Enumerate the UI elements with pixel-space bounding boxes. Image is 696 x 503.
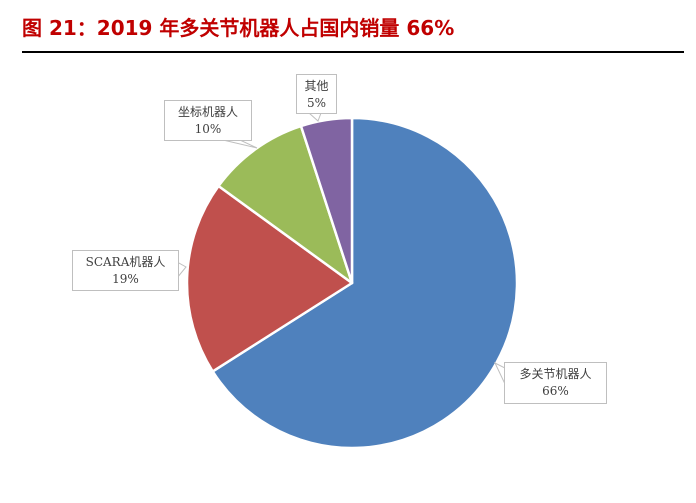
callout-pointer-other [307,112,322,122]
slice-scara [185,184,354,373]
callout-scara: SCARA机器人 19% [72,250,179,291]
slice-label-multijoint: 多关节机器人 [519,367,592,381]
callout-multijoint: 多关节机器人 66% [504,362,607,404]
title-divider [22,51,684,53]
figure-title: 图 21：2019 年多关节机器人占国内销量 66% [22,16,455,40]
slice-label-scara: SCARA机器人 [85,255,166,269]
slice-value-scara: 19% [112,272,139,286]
slice-other [299,116,354,285]
slice-label-coordinate: 坐标机器人 [177,105,238,119]
callout-pointer-coordinate [222,139,258,149]
pie-slices [185,116,519,450]
callout-other: 其他 5% [296,74,337,114]
callout-coordinate: 坐标机器人 10% [164,100,252,141]
slice-label-other: 其他 [304,79,329,93]
slice-value-coordinate: 10% [194,122,222,136]
slice-value-other: 5% [306,96,327,110]
slice-value-multijoint: 66% [542,384,569,398]
slice-coordinate [217,124,354,285]
slice-multijoint [211,116,519,450]
